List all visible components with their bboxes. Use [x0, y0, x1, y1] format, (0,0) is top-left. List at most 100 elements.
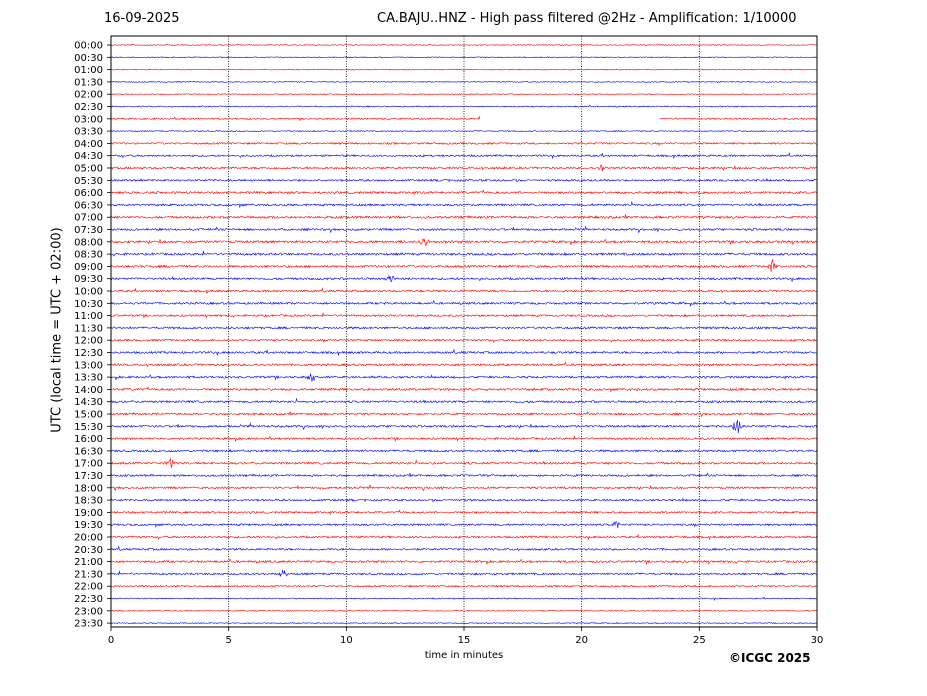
trace-0200	[110, 93, 817, 96]
trace-1630	[110, 449, 817, 453]
trace-0230	[110, 104, 817, 108]
trace-1930	[110, 521, 817, 528]
y-tick: 06:00	[74, 188, 111, 199]
y-tick-label: 14:00	[74, 385, 103, 396]
y-tick: 12:30	[74, 348, 111, 359]
trace-0030	[110, 56, 817, 59]
y-tick-label: 11:00	[74, 311, 103, 322]
x-tick: 20	[575, 627, 588, 646]
y-tick-label: 12:00	[74, 336, 103, 347]
trace-0900	[110, 258, 817, 273]
y-tick: 18:30	[74, 496, 111, 507]
trace-1800	[110, 484, 817, 492]
y-tick-label: 16:30	[74, 446, 103, 457]
y-tick-label: 02:00	[74, 90, 103, 101]
y-tick: 09:00	[74, 262, 111, 273]
y-tick-label: 10:30	[74, 299, 103, 310]
trace-0000	[110, 44, 817, 46]
y-tick-label: 20:30	[74, 545, 103, 556]
trace-1500	[110, 411, 817, 418]
y-tick-label: 09:30	[74, 274, 103, 285]
trace-1430	[110, 397, 817, 404]
x-tick: 25	[693, 627, 706, 646]
y-tick: 13:30	[74, 373, 111, 384]
x-tick-label: 25	[693, 635, 706, 646]
trace-1600	[110, 435, 817, 442]
y-tick: 05:00	[74, 164, 111, 175]
y-tick: 12:00	[74, 336, 111, 347]
y-tick-label: 05:00	[74, 164, 103, 175]
trace-0400	[110, 141, 817, 146]
trace-0530	[110, 177, 817, 183]
trace-group	[110, 44, 817, 625]
y-tick-label: 08:30	[74, 250, 103, 261]
y-tick: 04:00	[74, 139, 111, 150]
y-tick-label: 19:30	[74, 520, 103, 531]
y-tick-label: 23:30	[74, 619, 103, 630]
y-tick: 16:00	[74, 434, 111, 445]
trace-0800	[110, 238, 817, 246]
y-tick: 00:30	[74, 53, 111, 64]
y-tick: 01:30	[74, 77, 111, 88]
x-tick-label: 15	[458, 635, 471, 646]
y-tick: 20:30	[74, 545, 111, 556]
trace-0300	[110, 115, 817, 122]
y-tick-label: 12:30	[74, 348, 103, 359]
y-tick-label: 20:00	[74, 533, 103, 544]
y-tick: 23:30	[74, 619, 111, 630]
y-tick: 20:00	[74, 533, 111, 544]
y-tick: 02:30	[74, 102, 111, 113]
x-tick-label: 10	[340, 635, 353, 646]
y-tick: 08:30	[74, 250, 111, 261]
y-tick-label: 05:30	[74, 176, 103, 187]
y-tick-label: 22:30	[74, 594, 103, 605]
y-tick-label: 17:30	[74, 471, 103, 482]
y-tick: 16:30	[74, 446, 111, 457]
x-tick: 15	[458, 627, 471, 646]
y-tick-label: 02:30	[74, 102, 103, 113]
x-tick-group: 0 5 10 15 20 25 30	[108, 627, 823, 646]
y-tick-label: 08:00	[74, 237, 103, 248]
y-tick-label: 21:00	[74, 557, 103, 568]
y-tick-label: 00:30	[74, 53, 103, 64]
x-tick: 5	[225, 627, 232, 646]
y-tick: 22:00	[74, 582, 111, 593]
trace-0930	[110, 274, 817, 283]
y-tick: 07:00	[74, 213, 111, 224]
y-tick-label: 04:30	[74, 151, 103, 162]
trace-1730	[110, 472, 817, 478]
x-axis-label: time in minutes	[424, 650, 504, 661]
y-tick: 06:30	[74, 200, 111, 211]
y-tick: 11:30	[74, 323, 111, 334]
trace-1130	[110, 326, 817, 330]
plot-frame	[110, 35, 818, 628]
trace-2100	[110, 558, 817, 566]
y-tick: 05:30	[74, 176, 111, 187]
y-tick: 18:00	[74, 483, 111, 494]
y-tick-label: 23:00	[74, 606, 103, 617]
y-tick-label: 06:00	[74, 188, 103, 199]
trace-1100	[110, 312, 817, 319]
y-tick-label: 13:00	[74, 360, 103, 371]
y-tick: 02:00	[74, 90, 111, 101]
y-tick: 09:30	[74, 274, 111, 285]
y-tick-label: 04:00	[74, 139, 103, 150]
y-tick-label: 06:30	[74, 200, 103, 211]
y-tick-label: 07:00	[74, 213, 103, 224]
y-tick-label: 19:00	[74, 508, 103, 519]
x-tick: 10	[340, 627, 353, 646]
x-tick-label: 5	[225, 635, 231, 646]
y-tick: 15:00	[74, 410, 111, 421]
trace-2230	[110, 596, 817, 601]
trace-0100	[110, 68, 817, 71]
y-tick: 07:30	[74, 225, 111, 236]
y-tick-label: 15:00	[74, 410, 103, 421]
trace-1900	[110, 509, 817, 515]
y-tick: 19:30	[74, 520, 111, 531]
trace-0430	[110, 152, 817, 160]
x-tick-label: 20	[575, 635, 588, 646]
trace-1700	[110, 457, 817, 469]
trace-1830	[110, 497, 817, 503]
